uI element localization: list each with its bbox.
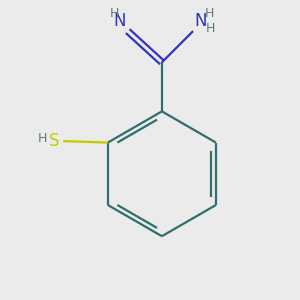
Text: H: H	[206, 22, 215, 35]
Text: N: N	[195, 12, 207, 30]
Text: H: H	[38, 132, 47, 145]
Text: S: S	[49, 132, 60, 150]
Text: H: H	[110, 7, 119, 20]
Text: H: H	[204, 7, 214, 20]
Text: N: N	[114, 12, 126, 30]
